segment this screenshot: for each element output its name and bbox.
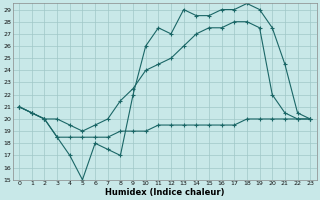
X-axis label: Humidex (Indice chaleur): Humidex (Indice chaleur) [105, 188, 224, 197]
